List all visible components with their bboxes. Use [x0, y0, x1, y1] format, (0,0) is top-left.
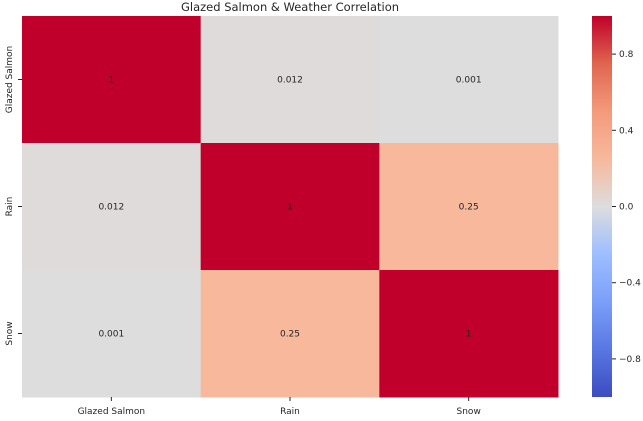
heatmap-cell — [379, 16, 559, 144]
heatmap-cell — [200, 143, 380, 271]
y-tick-label: Snow — [5, 321, 15, 345]
heatmap-cell — [22, 270, 202, 398]
heatmap-cell — [379, 270, 559, 398]
cell-value-label: 0.25 — [280, 330, 300, 340]
colorbar — [592, 16, 612, 397]
y-tick-label: Rain — [5, 197, 15, 217]
cell-value-label: 0.012 — [277, 76, 303, 86]
cell-value-label: 0.25 — [459, 203, 479, 213]
colorbar-tick-label: −0.8 — [619, 355, 641, 365]
y-axis: Glazed Salmon Rain Snow — [5, 46, 22, 346]
cell-value-label: 1 — [108, 76, 114, 86]
x-tick-label: Rain — [280, 407, 300, 417]
cell-value-label: 1 — [287, 203, 293, 213]
heatmap-cell — [200, 16, 380, 144]
heatmap-cell — [379, 143, 559, 271]
colorbar-tick-label: 0.8 — [619, 50, 634, 60]
cell-value-label: 1 — [466, 330, 472, 340]
heatmap-cell — [22, 143, 202, 271]
colorbar-tick-label: −0.4 — [619, 279, 641, 289]
heatmap-cell — [200, 270, 380, 398]
colorbar-tick-label: 0.0 — [619, 203, 634, 213]
x-axis: Glazed Salmon Rain Snow — [78, 397, 481, 417]
colorbar-axis: 0.8 0.4 0.0 −0.4 −0.8 — [612, 50, 641, 365]
heatmap-cells: 1 0.012 0.001 0.012 1 0.25 0.001 0.25 1 — [22, 16, 559, 398]
cell-value-label: 0.001 — [98, 330, 124, 340]
x-tick-label: Snow — [457, 407, 481, 417]
x-tick-label: Glazed Salmon — [78, 407, 146, 417]
cell-value-label: 0.012 — [98, 203, 124, 213]
chart-title: Glazed Salmon & Weather Correlation — [181, 0, 399, 14]
colorbar-tick-label: 0.4 — [619, 126, 634, 136]
y-tick-label: Glazed Salmon — [5, 46, 15, 114]
heatmap-cell — [22, 16, 202, 144]
cell-value-label: 0.001 — [456, 76, 482, 86]
